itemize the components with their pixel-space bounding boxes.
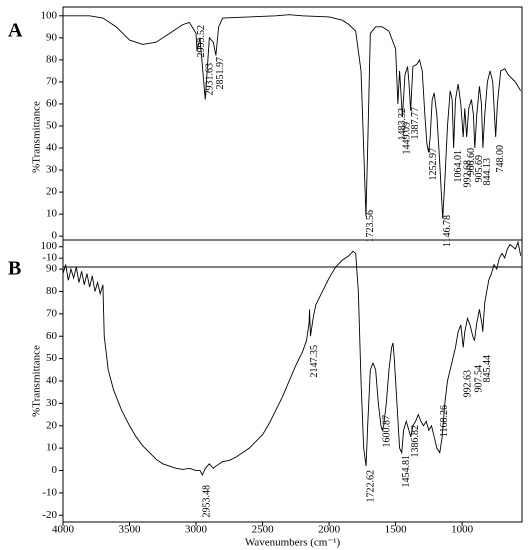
x-tick-label: 4000 [52,524,75,536]
y-tick-label: 60 [46,330,58,342]
y-tick-label: 10 [46,208,58,220]
peak-label: 2993.52 [196,25,207,58]
y-tick-label: 50 [46,352,58,364]
y-tick-label: 90 [46,263,58,275]
plot-frame [62,239,523,523]
spectrum-line [62,240,522,477]
y-tick-label: 70 [46,307,58,319]
y-tick-label: 100 [41,9,58,21]
y-tick-label: 40 [46,375,58,387]
plot-frame [62,6,523,268]
peak-label: 2851.97 [215,57,226,90]
x-tick-label: 3500 [119,524,142,536]
y-tick-label: -20 [42,509,57,521]
y-tick-label: -10 [42,252,57,264]
y-tick-label: 50 [46,120,58,132]
peak-label: 907.54 [474,365,485,393]
y-tick-label: 0 [52,230,58,242]
peak-label: 844.13 [482,158,493,186]
y-tick-label: 10 [46,442,58,454]
peak-label: 992.68 [462,160,473,188]
x-tick-label: 1000 [451,524,474,536]
peak-label: 2953.48 [202,485,213,518]
peak-label: 1168.26 [439,405,450,437]
peak-label: 1252.97 [428,148,439,181]
peak-label: 1387.77 [410,107,421,140]
x-tick-label: 3000 [185,524,208,536]
peak-label: 1600.87 [381,415,392,448]
peak-label: 1449.09 [402,122,413,155]
peak-label: 1723.56 [365,210,376,243]
spectrum-line [63,14,522,219]
y-tick-label: 30 [46,164,58,176]
y-tick-label: 90 [46,31,58,43]
y-tick-label: 80 [46,53,58,65]
x-tick-label: 2000 [318,524,341,536]
y-tick-label: 80 [46,285,58,297]
peak-label: 1386.82 [410,425,421,458]
x-tick-label: 1500 [385,524,408,536]
peak-label: 1483.32 [397,108,408,141]
peak-label: 966.60 [466,148,477,176]
y-tick-label: 20 [46,419,58,431]
y-tick-label: 40 [46,142,58,154]
peak-label: 1454.81 [401,455,412,488]
y-tick-label: 0 [52,464,58,476]
y-tick-label: 20 [46,186,58,198]
x-axis-title: Wavenumbers (cm⁻¹) [245,537,341,549]
x-tick-label: 2500 [252,524,275,536]
y-axis-title: %Transmittance [31,345,43,417]
y-axis-title: %Transmittance [31,101,43,173]
peak-label: 2931.63 [204,63,215,96]
y-tick-label: 70 [46,75,58,87]
y-tick-label: -10 [42,486,57,498]
y-tick-label: 100 [41,240,58,252]
peak-label: 2147.35 [309,345,320,378]
peak-label: 1064.01 [453,150,464,183]
y-tick-label: 60 [46,97,58,109]
peak-label: 1146.78 [442,215,453,247]
panel-label: A [8,20,23,42]
panel-label: B [8,258,21,280]
peak-label: 905.69 [474,155,485,183]
peak-label: 1722.62 [365,470,376,503]
peak-label: 992.63 [462,370,473,398]
peak-label: 748.00 [495,145,506,173]
y-tick-label: 30 [46,397,58,409]
peak-label: 845.44 [482,355,493,383]
